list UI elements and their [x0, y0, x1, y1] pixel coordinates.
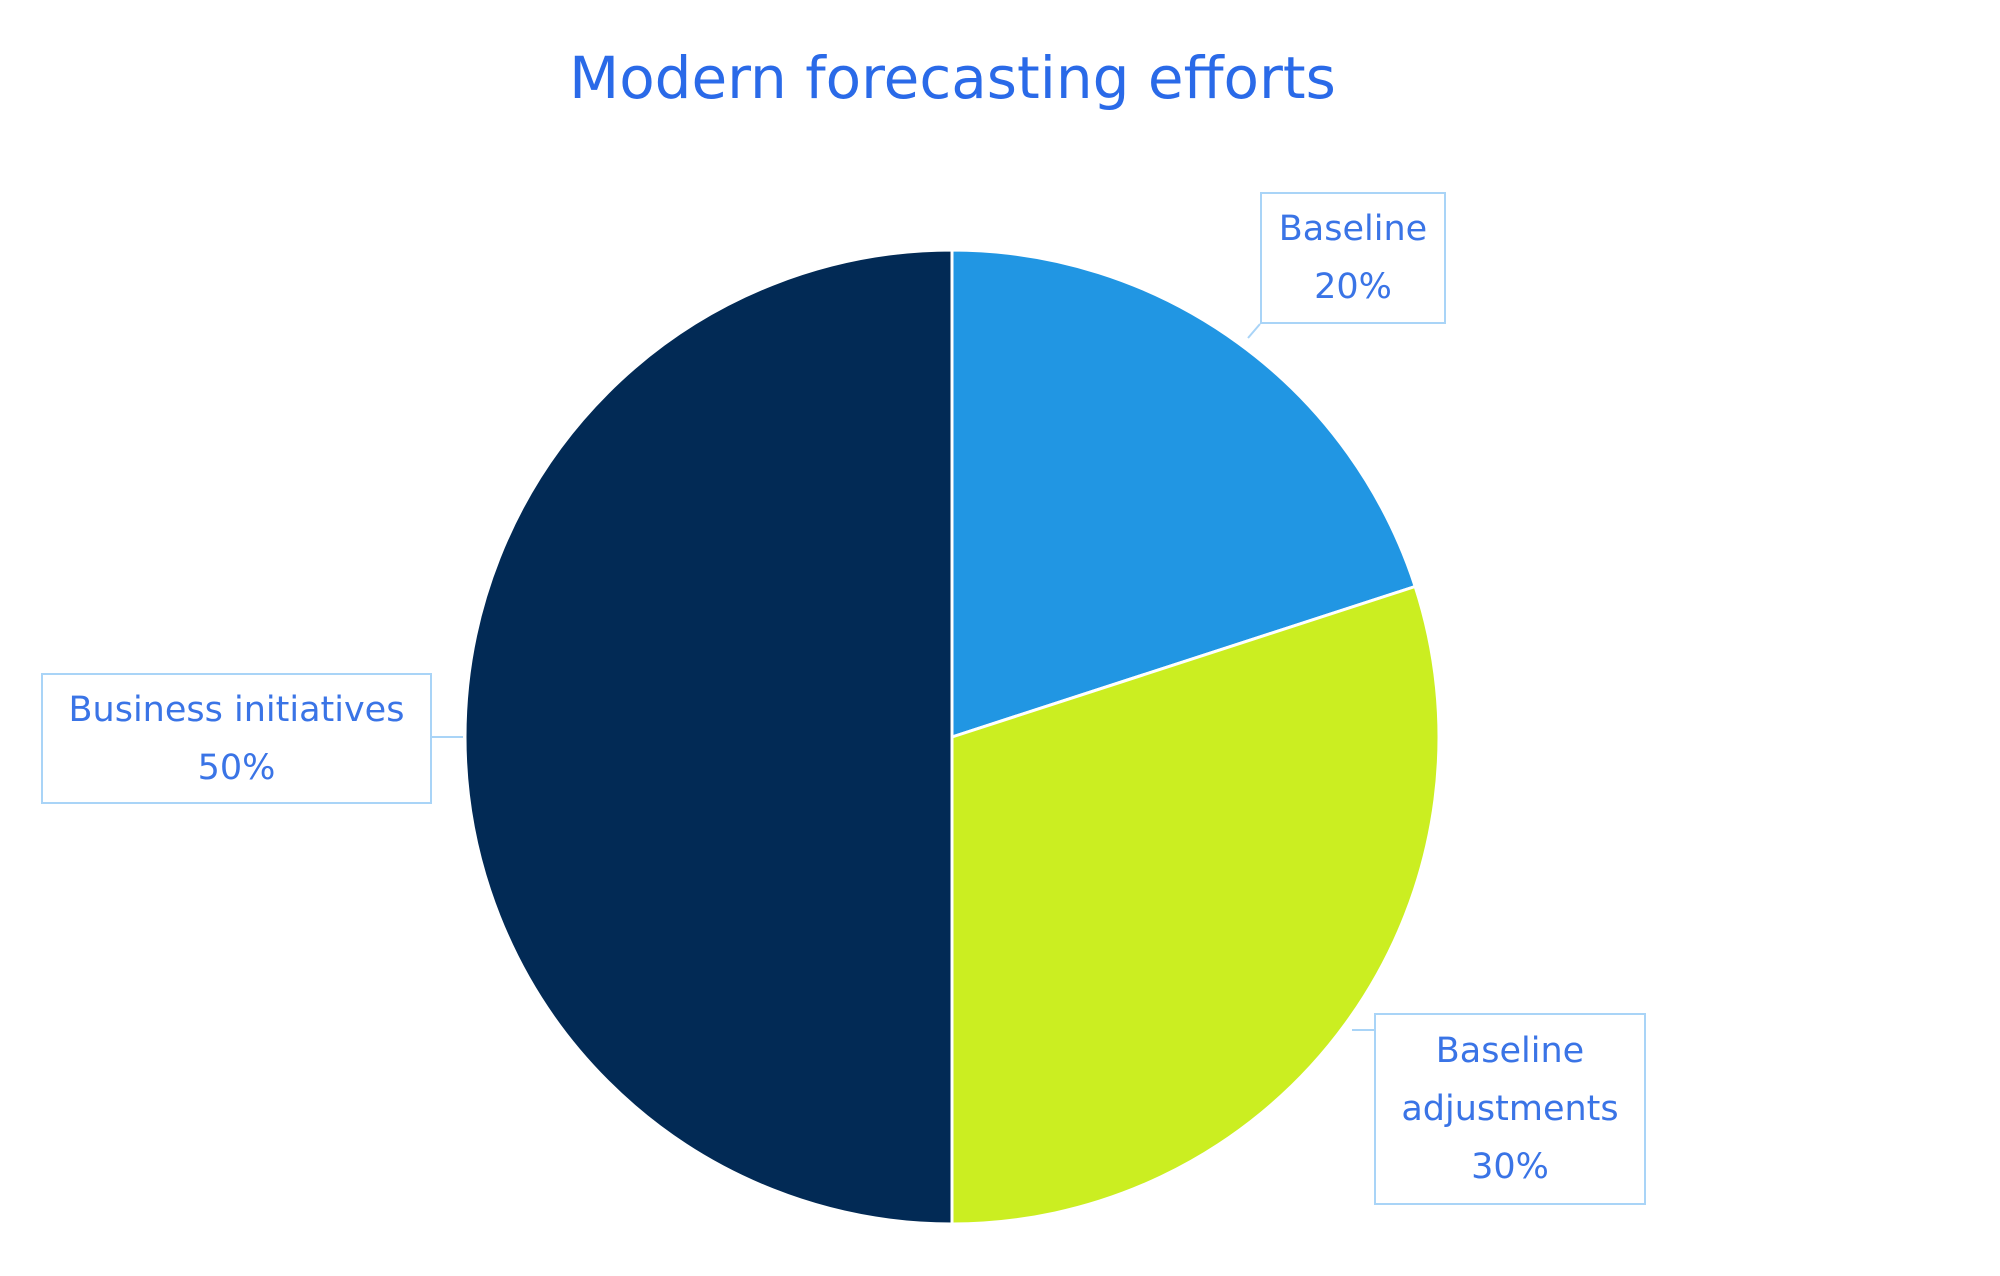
data-label: Baseline 20%: [1260, 192, 1446, 324]
label-category: Baseline: [1278, 209, 1428, 249]
label-value: 30%: [1471, 1147, 1549, 1187]
label-category: Baseline adjustments: [1401, 1031, 1619, 1129]
data-label: Business initiatives 50%: [41, 673, 432, 804]
pie-slice: [463, 248, 954, 1226]
label-value: 50%: [197, 747, 276, 788]
label-category: Business initiatives: [68, 689, 405, 730]
chart-title: Modern forecasting efforts: [569, 44, 1336, 112]
label-value: 20%: [1314, 267, 1392, 307]
pie-slice: [950, 248, 1418, 740]
data-label: Baseline adjustments 30%: [1374, 1013, 1646, 1205]
label-pointer: [1247, 323, 1261, 339]
pie-slice: [950, 584, 1441, 1226]
